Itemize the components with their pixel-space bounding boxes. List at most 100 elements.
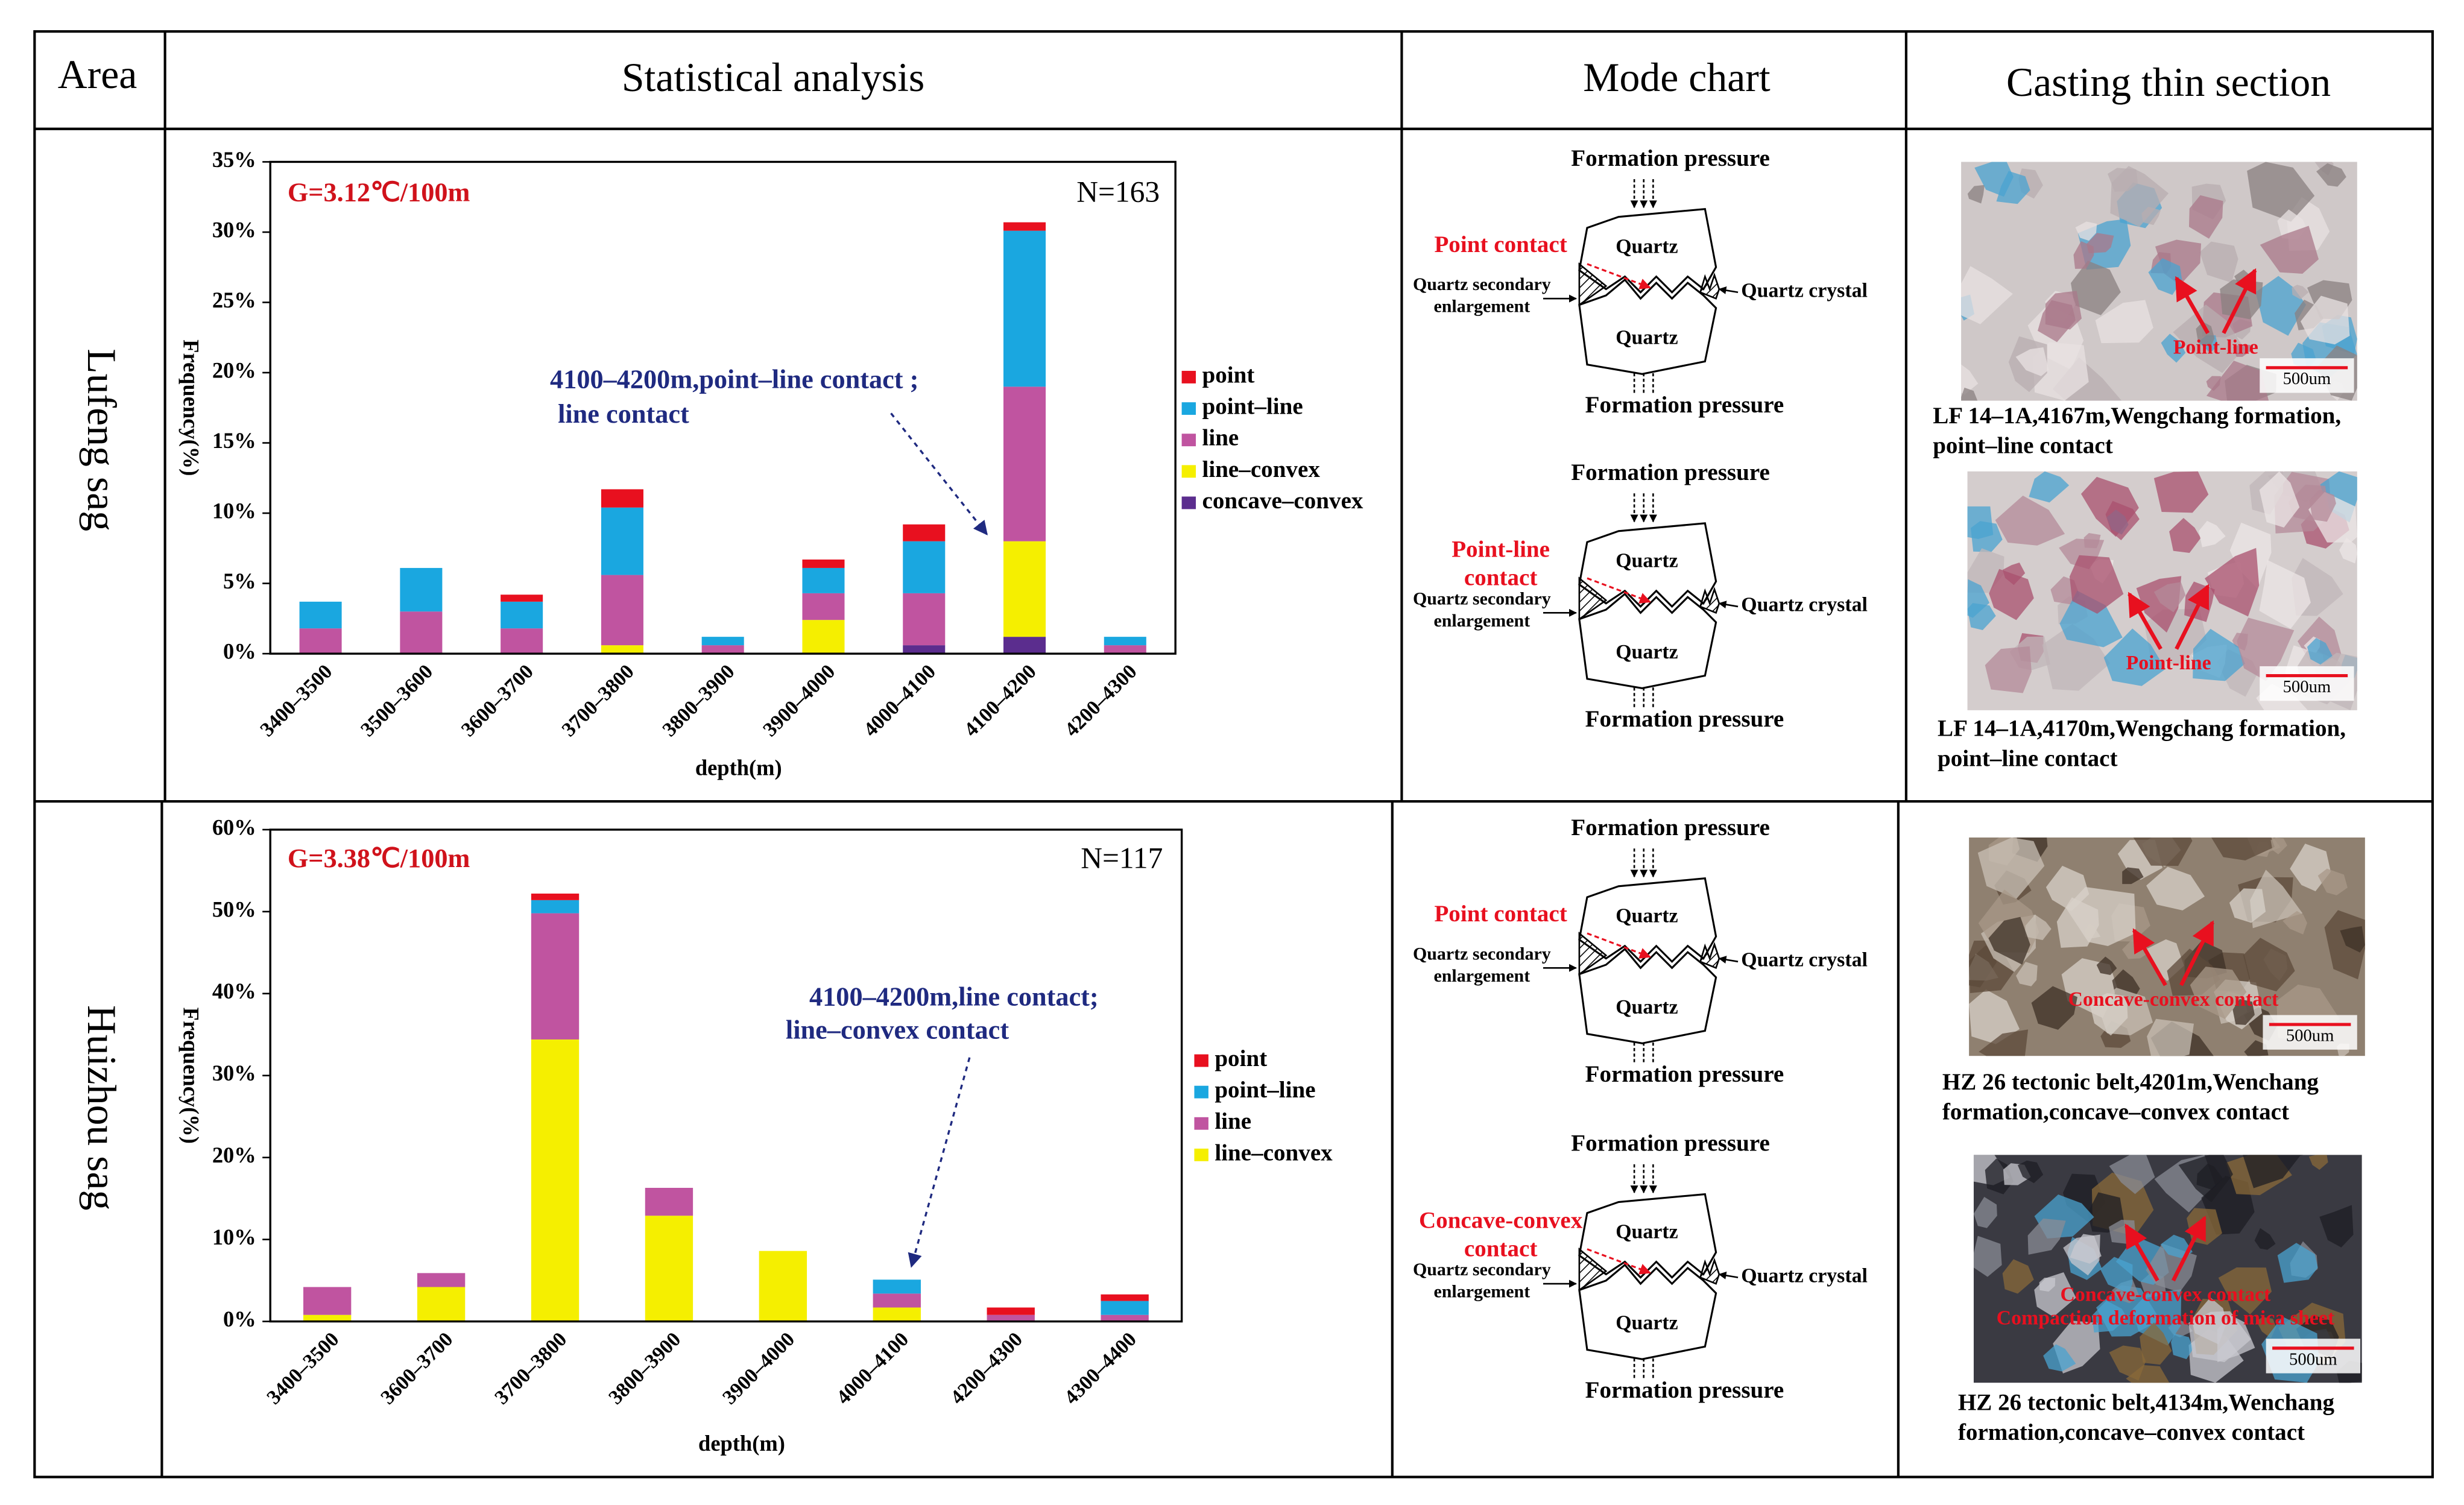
y-tick-label: 40% (212, 979, 256, 1003)
bar-segment (601, 575, 643, 646)
grain-texture (2109, 1155, 2155, 1194)
pressure-label: Formation pressure (1585, 1377, 1784, 1403)
grain-texture (1995, 495, 2065, 546)
grain-texture (1973, 1235, 2002, 1277)
grain-texture (2087, 1192, 2125, 1233)
photo-arrow (2132, 928, 2167, 986)
grain-texture (2316, 163, 2346, 187)
pressure-label: Formation pressure (1571, 145, 1770, 171)
caption: HZ 26 tectonic belt,4201m,Wenchang (1942, 1069, 2319, 1095)
mode-chart: Formation pressure Formation pressure Quar… (1413, 815, 1868, 1087)
x-tick-label: 4000–4100 (832, 1328, 913, 1409)
caption: HZ 26 tectonic belt,4134m,Wenchang (1958, 1390, 2335, 1416)
bar-segment (531, 900, 580, 913)
grain-texture (2059, 590, 2123, 648)
bar-segment (299, 628, 342, 654)
grain-texture (2133, 837, 2193, 866)
bar-segment (303, 1314, 352, 1322)
grain-texture (1961, 266, 2013, 324)
grain (1578, 278, 1717, 375)
x-axis-label: depth(m) (698, 1431, 785, 1456)
mode-chart: Formation pressure Formation pressure Quar… (1413, 459, 1868, 732)
x-tick-label: 3700–3800 (558, 660, 639, 741)
grain-texture (1979, 1029, 2029, 1056)
grain-texture (2132, 1289, 2182, 1346)
grain-texture (2178, 1155, 2233, 1203)
grain-texture (2160, 1234, 2193, 1258)
bar-segment (873, 1293, 921, 1308)
grain-texture (1973, 1196, 1997, 1228)
y-tick-label: 50% (212, 897, 256, 921)
grain-label: Quartz (1616, 327, 1678, 349)
bar-segment (601, 489, 643, 508)
bar-segment (1101, 1301, 1149, 1315)
enlargement-label: enlargement (1433, 297, 1530, 317)
grain-texture (2193, 628, 2245, 681)
grain-texture (2015, 347, 2049, 376)
enlargement (1578, 576, 1608, 621)
grain-label: Quartz (1616, 996, 1678, 1018)
bar-segment (903, 645, 946, 654)
x-tick-label: 3800–3900 (604, 1328, 685, 1409)
legend-swatch (1194, 1054, 1208, 1067)
bar-segment (1003, 637, 1046, 654)
bar-segment (1101, 1294, 1149, 1301)
legend-label: point–line (1215, 1077, 1315, 1103)
bar-segment (601, 507, 643, 575)
bar-segment (501, 628, 543, 654)
y-tick-label: 35% (212, 147, 256, 172)
legend-label: line–convex (1202, 456, 1320, 482)
crystal (1699, 587, 1720, 614)
pointer (1718, 956, 1739, 964)
enlargement-label: enlargement (1433, 611, 1530, 631)
grain-texture (2016, 962, 2038, 986)
contact-arrow (1587, 263, 1651, 289)
enlargement-label: Quartz secondary (1413, 1260, 1551, 1279)
grain-texture (2259, 471, 2300, 528)
grain-label: Quartz (1616, 1220, 1678, 1243)
y-tick-label: 30% (212, 217, 256, 242)
x-tick-label: 4000–4100 (859, 660, 940, 741)
grain-texture (2091, 1300, 2128, 1333)
legend-swatch (1181, 371, 1196, 383)
bar-segment (417, 1273, 466, 1287)
scale-label: 500um (2283, 677, 2331, 696)
grain-texture (2071, 260, 2121, 315)
enlargement-label: Quartz secondary (1413, 274, 1551, 294)
grain-texture (2045, 291, 2082, 330)
mode-chart: Formation pressure Formation pressure Quar… (1413, 1131, 1868, 1403)
grain-texture (2171, 1333, 2194, 1360)
grain-texture (1969, 989, 2020, 1044)
legend-label: line–convex (1215, 1140, 1333, 1166)
legend-label: point (1215, 1046, 1267, 1071)
sample-count: N=163 (1076, 175, 1160, 209)
crystal-label: Quartz crystal (1741, 1264, 1868, 1287)
grain-texture (2211, 837, 2275, 861)
scale-label: 500um (2289, 1349, 2337, 1369)
contact-label: Point contact (1434, 901, 1567, 927)
x-tick-label: 3700–3800 (490, 1328, 571, 1409)
grain-texture (1961, 364, 1979, 395)
y-tick-label: 20% (212, 1143, 256, 1167)
bar-segment (701, 645, 744, 654)
grain-texture (2244, 1040, 2269, 1056)
y-tick-label: 0% (223, 1307, 256, 1331)
caption: point–line contact (1938, 745, 2118, 771)
grain-texture (2146, 866, 2205, 910)
grain-texture (2153, 471, 2209, 513)
bar-segment (1101, 1314, 1149, 1322)
pressure-label: Formation pressure (1571, 459, 1770, 485)
y-tick-label: 20% (212, 358, 256, 382)
bar-segment (903, 524, 946, 541)
bar-segment (303, 1287, 352, 1315)
bar-segment (802, 559, 845, 568)
y-tick-label: 60% (212, 815, 256, 839)
bar-segment (1003, 541, 1046, 637)
y-tick-label: 0% (223, 639, 256, 663)
grain-texture (2243, 1155, 2304, 1188)
grain-texture (2229, 888, 2266, 923)
photo-arrow (2222, 268, 2257, 334)
pointer (1718, 601, 1739, 609)
area-label: Lufeng sag (79, 349, 124, 531)
grain-texture (2089, 992, 2128, 1036)
